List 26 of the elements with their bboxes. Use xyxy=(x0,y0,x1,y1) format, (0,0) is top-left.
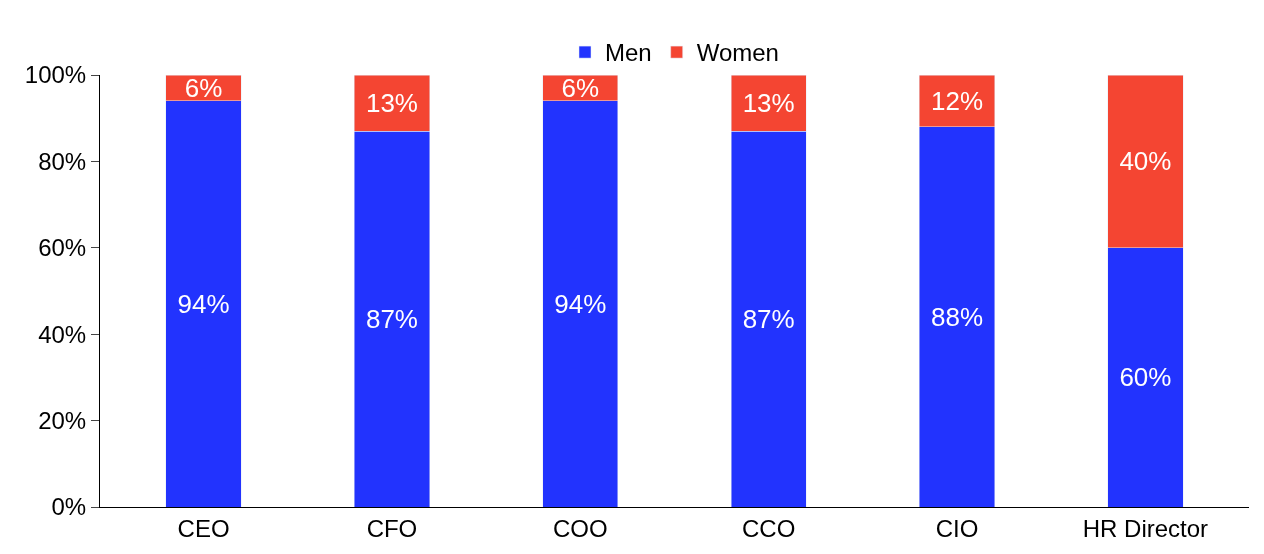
data-label: 6% xyxy=(561,72,600,103)
y-tick-label: 0% xyxy=(51,493,87,521)
data-label: 13% xyxy=(365,88,418,119)
data-label: 60% xyxy=(1119,362,1172,393)
y-tick-label: 80% xyxy=(38,147,87,175)
data-label: 94% xyxy=(554,288,607,319)
y-tick-label: 100% xyxy=(24,61,87,89)
x-tick-label: CFO xyxy=(366,514,418,542)
legend-label: Women xyxy=(696,39,779,67)
data-label: 88% xyxy=(931,301,984,332)
y-tick-label: 60% xyxy=(38,234,87,262)
data-label: 40% xyxy=(1119,146,1172,177)
data-label: 87% xyxy=(742,304,795,335)
data-label: 6% xyxy=(184,72,223,103)
legend-label: Men xyxy=(605,39,652,67)
data-label: 12% xyxy=(931,85,984,116)
y-tick-label: 20% xyxy=(38,407,87,434)
x-tick-label: CCO xyxy=(742,514,796,542)
data-label: 87% xyxy=(365,304,418,335)
x-tick-label: HR Director xyxy=(1082,514,1209,542)
data-label: 94% xyxy=(177,288,230,319)
y-tick-label: 40% xyxy=(38,320,87,348)
x-tick-label: COO xyxy=(552,514,608,542)
x-tick-label: CEO xyxy=(177,514,230,542)
x-tick-label: CIO xyxy=(935,514,979,542)
data-label: 13% xyxy=(742,88,795,119)
